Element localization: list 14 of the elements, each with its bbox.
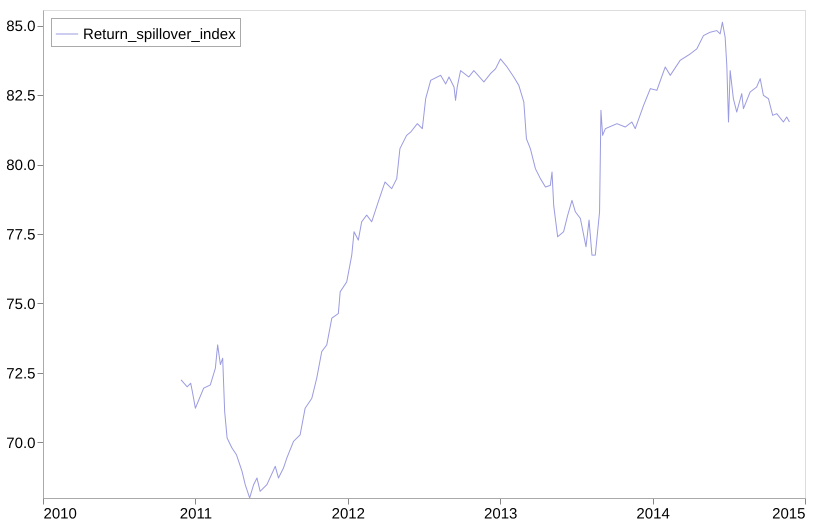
y-tick-label: 85.0 <box>6 18 36 36</box>
x-tick-label: 2014 <box>636 506 670 522</box>
x-tick-label: 2012 <box>332 506 365 522</box>
x-tick-label: 2015 <box>772 506 806 522</box>
y-tick-label: 80.0 <box>6 157 36 174</box>
x-tick-label: 2013 <box>484 506 518 522</box>
y-tick-label: 82.5 <box>6 88 36 105</box>
y-tick-label: 77.5 <box>6 226 36 244</box>
x-tick-label: 2011 <box>180 506 212 522</box>
y-tick-label: 70.0 <box>6 434 36 452</box>
y-tick-label: 72.5 <box>6 365 36 382</box>
legend-label: Return_spillover_index <box>83 26 236 43</box>
y-tick-label: 75.0 <box>6 296 36 313</box>
x-tick-label: 2010 <box>44 506 77 522</box>
